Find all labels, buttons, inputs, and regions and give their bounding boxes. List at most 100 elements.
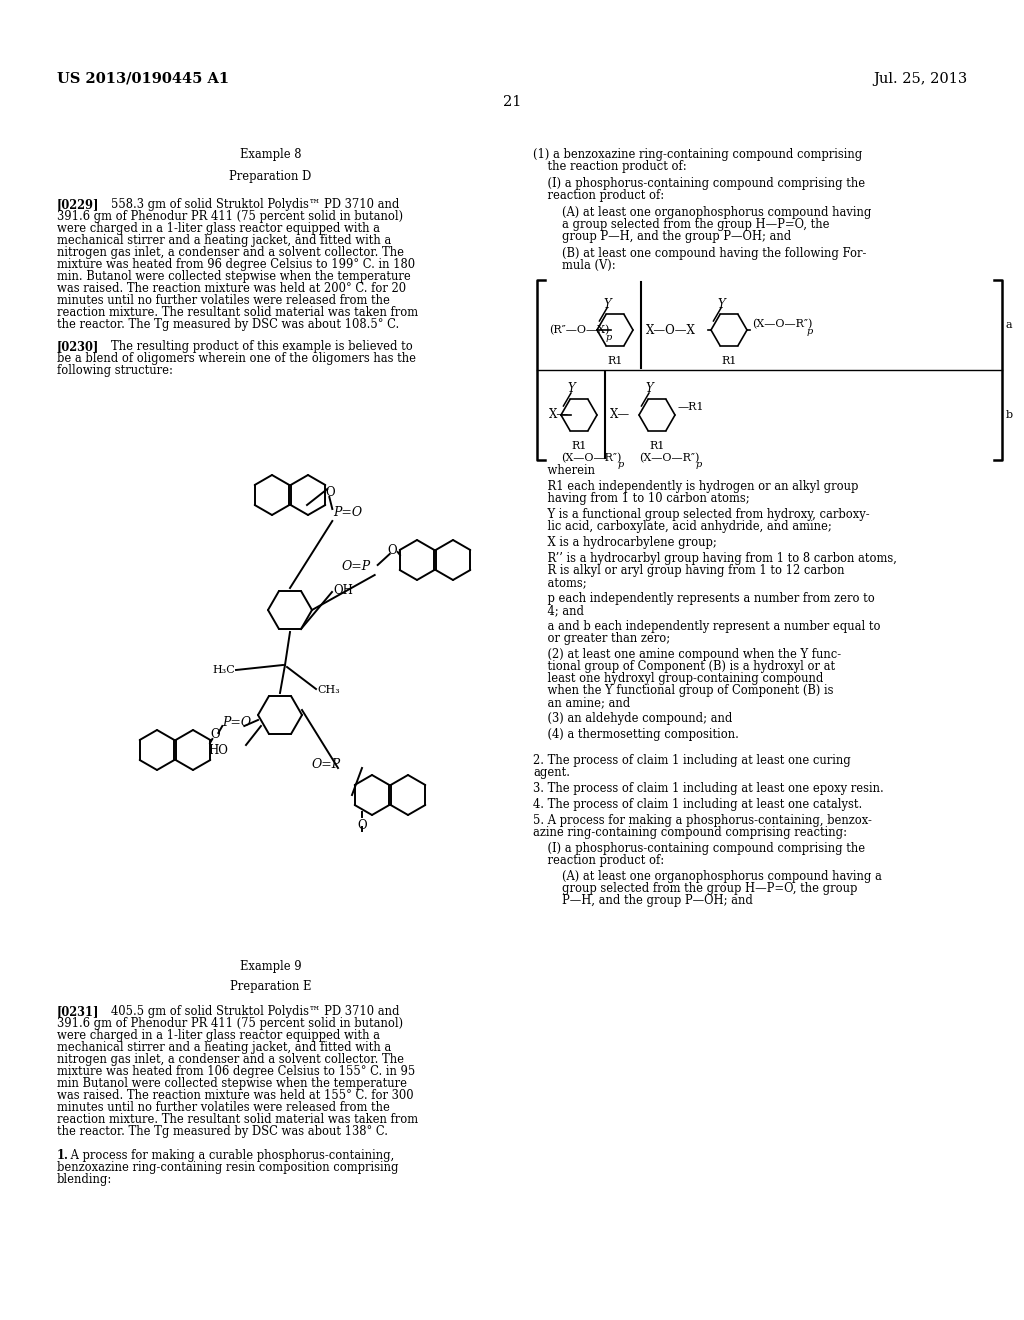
Text: the reactor. The Tg measured by DSC was about 108.5° C.: the reactor. The Tg measured by DSC was … [57, 318, 399, 331]
Text: was raised. The reaction mixture was held at 155° C. for 300: was raised. The reaction mixture was hel… [57, 1089, 414, 1102]
Text: 4; and: 4; and [534, 605, 584, 616]
Text: (B) at least one compound having the following For-: (B) at least one compound having the fol… [534, 247, 866, 260]
Text: nitrogen gas inlet, a condenser and a solvent collector. The: nitrogen gas inlet, a condenser and a so… [57, 246, 404, 259]
Text: H₃C: H₃C [212, 665, 234, 675]
Text: mechanical stirrer and a heating jacket, and fitted with a: mechanical stirrer and a heating jacket,… [57, 234, 391, 247]
Text: reaction mixture. The resultant solid material was taken from: reaction mixture. The resultant solid ma… [57, 306, 418, 319]
Text: (X—O—R″): (X—O—R″) [752, 319, 812, 329]
Text: 391.6 gm of Phenodur PR 411 (75 percent solid in butanol): 391.6 gm of Phenodur PR 411 (75 percent … [57, 1016, 403, 1030]
Text: (3) an aldehyde compound; and: (3) an aldehyde compound; and [534, 711, 732, 725]
Text: R1: R1 [721, 356, 736, 366]
Text: least one hydroxyl group-containing compound: least one hydroxyl group-containing comp… [534, 672, 823, 685]
Text: minutes until no further volatiles were released from the: minutes until no further volatiles were … [57, 294, 390, 308]
Text: O: O [388, 544, 397, 557]
Text: P—H, and the group P—OH; and: P—H, and the group P—OH; and [534, 894, 753, 907]
Text: O=P: O=P [312, 759, 341, 771]
Text: mechanical stirrer and a heating jacket, and fitted with a: mechanical stirrer and a heating jacket,… [57, 1041, 391, 1053]
Text: p: p [696, 459, 702, 469]
Text: (X—O—R″): (X—O—R″) [561, 453, 622, 463]
Text: X is a hydrocarbylene group;: X is a hydrocarbylene group; [534, 536, 717, 549]
Text: [0229]: [0229] [57, 198, 99, 211]
Text: O: O [357, 818, 367, 832]
Text: O: O [211, 729, 220, 742]
Text: [0230]: [0230] [57, 341, 99, 352]
Text: group P—H, and the group P—OH; and: group P—H, and the group P—OH; and [534, 230, 792, 243]
Text: Example 8: Example 8 [240, 148, 301, 161]
Text: (A) at least one organophosphorus compound having a: (A) at least one organophosphorus compou… [534, 870, 882, 883]
Text: (2) at least one amine compound when the Y func-: (2) at least one amine compound when the… [534, 648, 841, 661]
Text: HO: HO [208, 743, 228, 756]
Text: Jul. 25, 2013: Jul. 25, 2013 [872, 73, 967, 86]
Text: US 2013/0190445 A1: US 2013/0190445 A1 [57, 73, 229, 86]
Text: 5. A process for making a phosphorus-containing, benzox-: 5. A process for making a phosphorus-con… [534, 814, 871, 828]
Text: blending:: blending: [57, 1173, 113, 1185]
Text: (X—O—R″): (X—O—R″) [639, 453, 699, 463]
Text: azine ring-containing compound comprising reacting:: azine ring-containing compound comprisin… [534, 826, 847, 840]
Text: X—O—X: X—O—X [646, 323, 696, 337]
Text: 405.5 gm of solid Struktol Polydis™ PD 3710 and: 405.5 gm of solid Struktol Polydis™ PD 3… [112, 1005, 399, 1018]
Text: 391.6 gm of Phenodur PR 411 (75 percent solid in butanol): 391.6 gm of Phenodur PR 411 (75 percent … [57, 210, 403, 223]
Text: atoms;: atoms; [534, 576, 587, 589]
Text: —R1: —R1 [678, 403, 705, 412]
Text: were charged in a 1-liter glass reactor equipped with a: were charged in a 1-liter glass reactor … [57, 222, 380, 235]
Text: reaction mixture. The resultant solid material was taken from: reaction mixture. The resultant solid ma… [57, 1113, 418, 1126]
Text: group selected from the group H—P=O, the group: group selected from the group H—P=O, the… [534, 882, 857, 895]
Text: 1.: 1. [57, 1148, 69, 1162]
Text: OH: OH [333, 583, 353, 597]
Text: O: O [326, 487, 335, 499]
Text: the reactor. The Tg measured by DSC was about 138° C.: the reactor. The Tg measured by DSC was … [57, 1125, 388, 1138]
Text: nitrogen gas inlet, a condenser and a solvent collector. The: nitrogen gas inlet, a condenser and a so… [57, 1053, 404, 1067]
Text: Preparation D: Preparation D [229, 170, 311, 183]
Text: be a blend of oligomers wherein one of the oligomers has the: be a blend of oligomers wherein one of t… [57, 352, 416, 366]
Text: mixture was heated from 96 degree Celsius to 199° C. in 180: mixture was heated from 96 degree Celsiu… [57, 257, 415, 271]
Text: a and b each independently represent a number equal to: a and b each independently represent a n… [534, 620, 881, 634]
Text: 558.3 gm of solid Struktol Polydis™ PD 3710 and: 558.3 gm of solid Struktol Polydis™ PD 3… [112, 198, 399, 211]
Text: 21: 21 [503, 95, 521, 110]
Text: (I) a phosphorus-containing compound comprising the: (I) a phosphorus-containing compound com… [534, 842, 865, 855]
Text: benzoxazine ring-containing resin composition comprising: benzoxazine ring-containing resin compos… [57, 1162, 398, 1173]
Text: a group selected from the group H—P=O, the: a group selected from the group H—P=O, t… [534, 218, 829, 231]
Text: 2. The process of claim 1 including at least one curing: 2. The process of claim 1 including at l… [534, 754, 851, 767]
Text: (R″—O—X): (R″—O—X) [549, 325, 609, 335]
Text: Y: Y [567, 383, 574, 396]
Text: X—: X— [549, 408, 569, 421]
Text: when the Y functional group of Component (B) is: when the Y functional group of Component… [534, 684, 834, 697]
Text: (I) a phosphorus-containing compound comprising the: (I) a phosphorus-containing compound com… [534, 177, 865, 190]
Text: following structure:: following structure: [57, 364, 173, 378]
Text: R’’ is a hydrocarbyl group having from 1 to 8 carbon atoms,: R’’ is a hydrocarbyl group having from 1… [534, 552, 897, 565]
Text: R is alkyl or aryl group having from 1 to 12 carbon: R is alkyl or aryl group having from 1 t… [534, 564, 845, 577]
Text: R1 each independently is hydrogen or an alkyl group: R1 each independently is hydrogen or an … [534, 480, 858, 492]
Text: p: p [606, 333, 612, 342]
Text: X—: X— [610, 408, 630, 421]
Text: Y is a functional group selected from hydroxy, carboxy-: Y is a functional group selected from hy… [534, 508, 869, 521]
Text: an amine; and: an amine; and [534, 696, 630, 709]
Text: R1: R1 [571, 441, 587, 451]
Text: CH₃: CH₃ [317, 685, 340, 696]
Text: having from 1 to 10 carbon atoms;: having from 1 to 10 carbon atoms; [534, 492, 750, 506]
Text: min Butanol were collected stepwise when the temperature: min Butanol were collected stepwise when… [57, 1077, 407, 1090]
Text: or greater than zero;: or greater than zero; [534, 632, 670, 645]
Text: b: b [1006, 411, 1013, 420]
Text: reaction product of:: reaction product of: [534, 189, 665, 202]
Text: a: a [1006, 319, 1013, 330]
Text: P=O: P=O [334, 506, 362, 519]
Text: (A) at least one organophosphorus compound having: (A) at least one organophosphorus compou… [534, 206, 871, 219]
Text: R1: R1 [607, 356, 623, 366]
Text: min. Butanol were collected stepwise when the temperature: min. Butanol were collected stepwise whe… [57, 271, 411, 282]
Text: agent.: agent. [534, 766, 570, 779]
Text: O=P: O=P [342, 561, 371, 573]
Text: lic acid, carboxylate, acid anhydride, and amine;: lic acid, carboxylate, acid anhydride, a… [534, 520, 831, 533]
Text: was raised. The reaction mixture was held at 200° C. for 20: was raised. The reaction mixture was hel… [57, 282, 407, 294]
Text: p: p [807, 326, 813, 335]
Text: the reaction product of:: the reaction product of: [534, 160, 687, 173]
Text: p: p [618, 459, 625, 469]
Text: p each independently represents a number from zero to: p each independently represents a number… [534, 591, 874, 605]
Text: Y: Y [603, 297, 611, 310]
Text: R1: R1 [649, 441, 665, 451]
Text: mixture was heated from 106 degree Celsius to 155° C. in 95: mixture was heated from 106 degree Celsi… [57, 1065, 416, 1078]
Text: Y: Y [717, 297, 725, 310]
Text: wherein: wherein [534, 465, 595, 477]
Text: were charged in a 1-liter glass reactor equipped with a: were charged in a 1-liter glass reactor … [57, 1030, 380, 1041]
Text: 3. The process of claim 1 including at least one epoxy resin.: 3. The process of claim 1 including at l… [534, 781, 884, 795]
Text: Y: Y [645, 383, 653, 396]
